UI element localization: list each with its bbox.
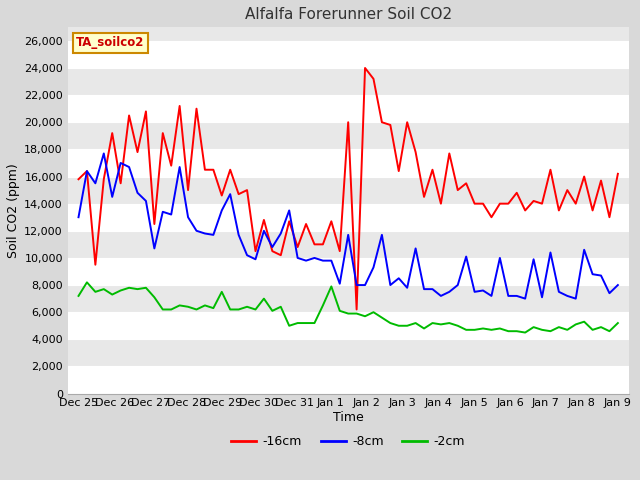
X-axis label: Time: Time xyxy=(333,410,364,423)
Bar xyxy=(68,204,628,231)
Bar xyxy=(68,231,628,258)
Bar xyxy=(68,177,628,204)
Bar xyxy=(68,149,628,177)
Bar xyxy=(68,312,628,339)
Bar xyxy=(68,122,628,149)
Title: Alfalfa Forerunner Soil CO2: Alfalfa Forerunner Soil CO2 xyxy=(244,7,452,22)
Bar xyxy=(68,41,628,68)
Bar xyxy=(68,339,628,366)
Bar xyxy=(68,95,628,122)
Text: TA_soilco2: TA_soilco2 xyxy=(76,36,145,49)
Y-axis label: Soil CO2 (ppm): Soil CO2 (ppm) xyxy=(7,163,20,258)
Bar xyxy=(68,285,628,312)
Bar xyxy=(68,258,628,285)
Bar xyxy=(68,366,628,394)
Bar xyxy=(68,68,628,95)
Legend: -16cm, -8cm, -2cm: -16cm, -8cm, -2cm xyxy=(227,430,470,453)
